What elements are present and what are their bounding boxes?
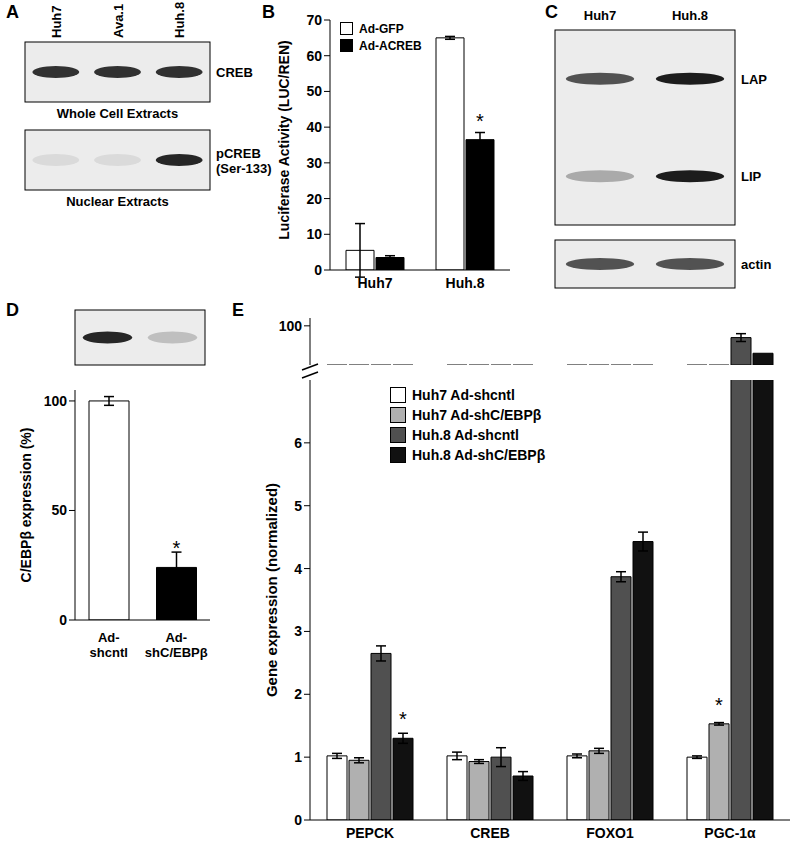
html-text:Huh.8 Ad-shC/EBPβ: Huh.8 Ad-shC/EBPβ — [412, 447, 546, 463]
svg-text:LAP: LAP — [741, 72, 767, 87]
svg-text:Whole Cell Extracts: Whole Cell Extracts — [57, 106, 178, 121]
svg-text:LIP: LIP — [741, 169, 762, 184]
svg-text:Huh7: Huh7 — [358, 275, 393, 291]
html-text:E: E — [232, 300, 244, 320]
svg-text:*: * — [476, 110, 484, 132]
svg-text:10: 10 — [306, 226, 322, 242]
svg-text:FOXO1: FOXO1 — [586, 825, 634, 841]
svg-text:50: 50 — [51, 502, 67, 518]
svg-text:Ava.1: Ava.1 — [111, 4, 126, 38]
svg-text:6: 6 — [294, 435, 302, 451]
svg-text:*: * — [399, 708, 407, 730]
svg-text:Huh.8: Huh.8 — [172, 2, 187, 38]
svg-text:100: 100 — [44, 393, 68, 409]
svg-text:1: 1 — [294, 749, 302, 765]
svg-text:70: 70 — [306, 12, 322, 28]
svg-text:Huh7: Huh7 — [49, 6, 64, 39]
html-text:Huh7 Ad-shcntl: Huh7 Ad-shcntl — [412, 387, 515, 403]
svg-text:5: 5 — [294, 498, 302, 514]
svg-text:0: 0 — [314, 262, 322, 278]
svg-text:Huh.8: Huh.8 — [446, 275, 485, 291]
svg-text:Gene expression (normalized): Gene expression (normalized) — [263, 483, 280, 697]
svg-text:Luciferase Activity (LUC/REN): Luciferase Activity (LUC/REN) — [276, 40, 292, 239]
svg-text:4: 4 — [294, 561, 302, 577]
html-text:B: B — [262, 2, 275, 22]
svg-text:3: 3 — [294, 623, 302, 639]
svg-text:0: 0 — [59, 612, 67, 628]
svg-text:Huh.8: Huh.8 — [672, 8, 708, 23]
svg-text:Nuclear Extracts: Nuclear Extracts — [66, 194, 169, 209]
html-text:Ad-GFP: Ad-GFP — [359, 21, 404, 36]
svg-text:2: 2 — [294, 686, 302, 702]
svg-text:40: 40 — [306, 119, 322, 135]
svg-text:C/EBPβ expression (%): C/EBPβ expression (%) — [18, 428, 34, 583]
html-text:A: A — [6, 2, 19, 22]
svg-text:Ad-shcntl: Ad-shcntl — [90, 630, 128, 660]
html-text:Ad-ACREB: Ad-ACREB — [359, 38, 422, 53]
html-text:Huh7 Ad-shC/EBPβ: Huh7 Ad-shC/EBPβ — [412, 407, 542, 423]
svg-text:PGC-1α: PGC-1α — [704, 825, 756, 841]
svg-text:actin: actin — [741, 257, 771, 272]
svg-text:100: 100 — [279, 318, 303, 334]
svg-text:CREB: CREB — [216, 65, 253, 80]
svg-text:Ad-shC/EBPβ: Ad-shC/EBPβ — [145, 630, 208, 660]
svg-text:Huh7: Huh7 — [584, 8, 617, 23]
html-text:Huh.8 Ad-shcntl: Huh.8 Ad-shcntl — [412, 427, 519, 443]
html-text:D: D — [6, 300, 19, 320]
html-text:C: C — [545, 2, 558, 22]
svg-text:60: 60 — [306, 48, 322, 64]
svg-text:0: 0 — [294, 812, 302, 828]
svg-text:30: 30 — [306, 155, 322, 171]
svg-text:*: * — [173, 537, 181, 559]
svg-text:PEPCK: PEPCK — [346, 825, 394, 841]
svg-text:20: 20 — [306, 191, 322, 207]
svg-text:pCREB(Ser-133): pCREB(Ser-133) — [216, 146, 272, 176]
svg-text:*: * — [715, 694, 723, 716]
svg-text:CREB: CREB — [470, 825, 510, 841]
svg-text:50: 50 — [306, 83, 322, 99]
